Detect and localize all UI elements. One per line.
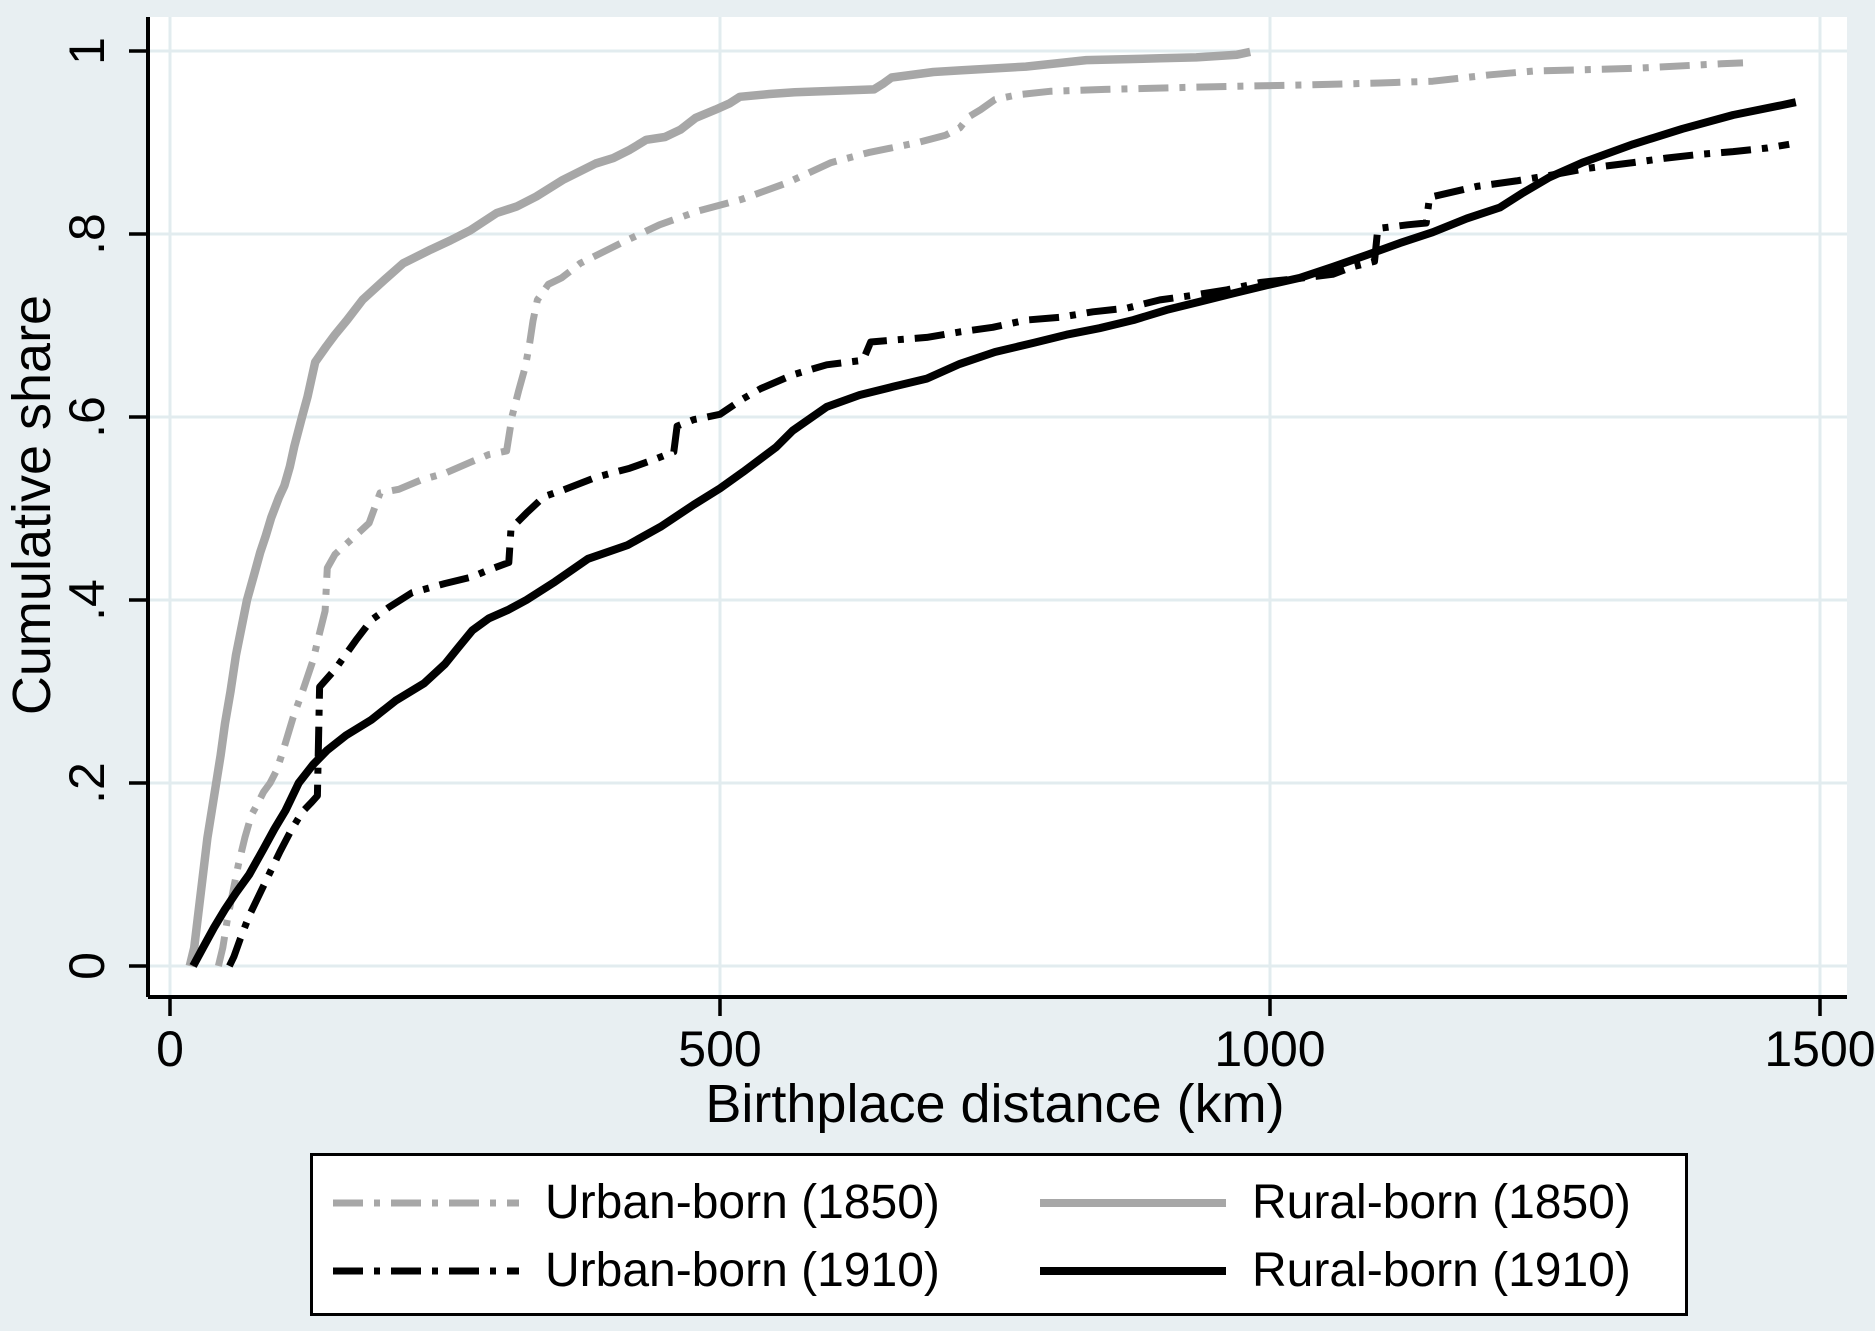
x-axis-title: Birthplace distance (km) [705, 1074, 1284, 1134]
series-line-3 [189, 98, 1797, 968]
x-tick-label: 0 [156, 1021, 184, 1077]
plot-area [148, 17, 1847, 997]
legend-label: Urban-born (1910) [545, 1244, 940, 1297]
legend-entry-rural-1910: Rural-born (1910) [1040, 1247, 1631, 1295]
series-line-2 [226, 140, 1790, 968]
x-tick-label: 1000 [1214, 1021, 1325, 1077]
legend-label: Rural-born (1850) [1252, 1176, 1631, 1229]
x-tick-label: 1500 [1764, 1021, 1875, 1077]
x-tick-label: 500 [678, 1021, 761, 1077]
rural-1910-line-swatch [1040, 1267, 1226, 1275]
legend-label: Rural-born (1910) [1252, 1244, 1631, 1297]
legend-entry-urban-1850: Urban-born (1850) [333, 1179, 940, 1227]
y-tick-label: .4 [59, 579, 115, 621]
urban-1910-line-swatch [333, 1267, 519, 1275]
y-tick-label: .8 [59, 213, 115, 255]
legend-entry-urban-1910: Urban-born (1910) [333, 1247, 940, 1295]
y-tick-label: .2 [59, 762, 115, 804]
series-lines [185, 47, 1797, 968]
legend-box: Urban-born (1850) Rural-born (1850) Urba… [310, 1153, 1688, 1316]
gridlines [148, 17, 1847, 997]
series-line-1 [185, 47, 1252, 967]
y-tick-label: 1 [59, 37, 115, 65]
series-line-0 [214, 59, 1744, 967]
tick-labels: 0 500 1000 1500 0 .2 .4 .6 .8 1 [59, 37, 1875, 1077]
y-tick-label: .6 [59, 396, 115, 438]
y-axis-title: Cumulative share [2, 295, 62, 715]
rural-1850-line-swatch [1040, 1199, 1226, 1207]
legend-entry-rural-1850: Rural-born (1850) [1040, 1179, 1631, 1227]
y-tick-label: 0 [59, 952, 115, 980]
legend-label: Urban-born (1850) [545, 1176, 940, 1229]
axes [129, 17, 1847, 1016]
urban-1850-line-swatch [333, 1199, 519, 1207]
